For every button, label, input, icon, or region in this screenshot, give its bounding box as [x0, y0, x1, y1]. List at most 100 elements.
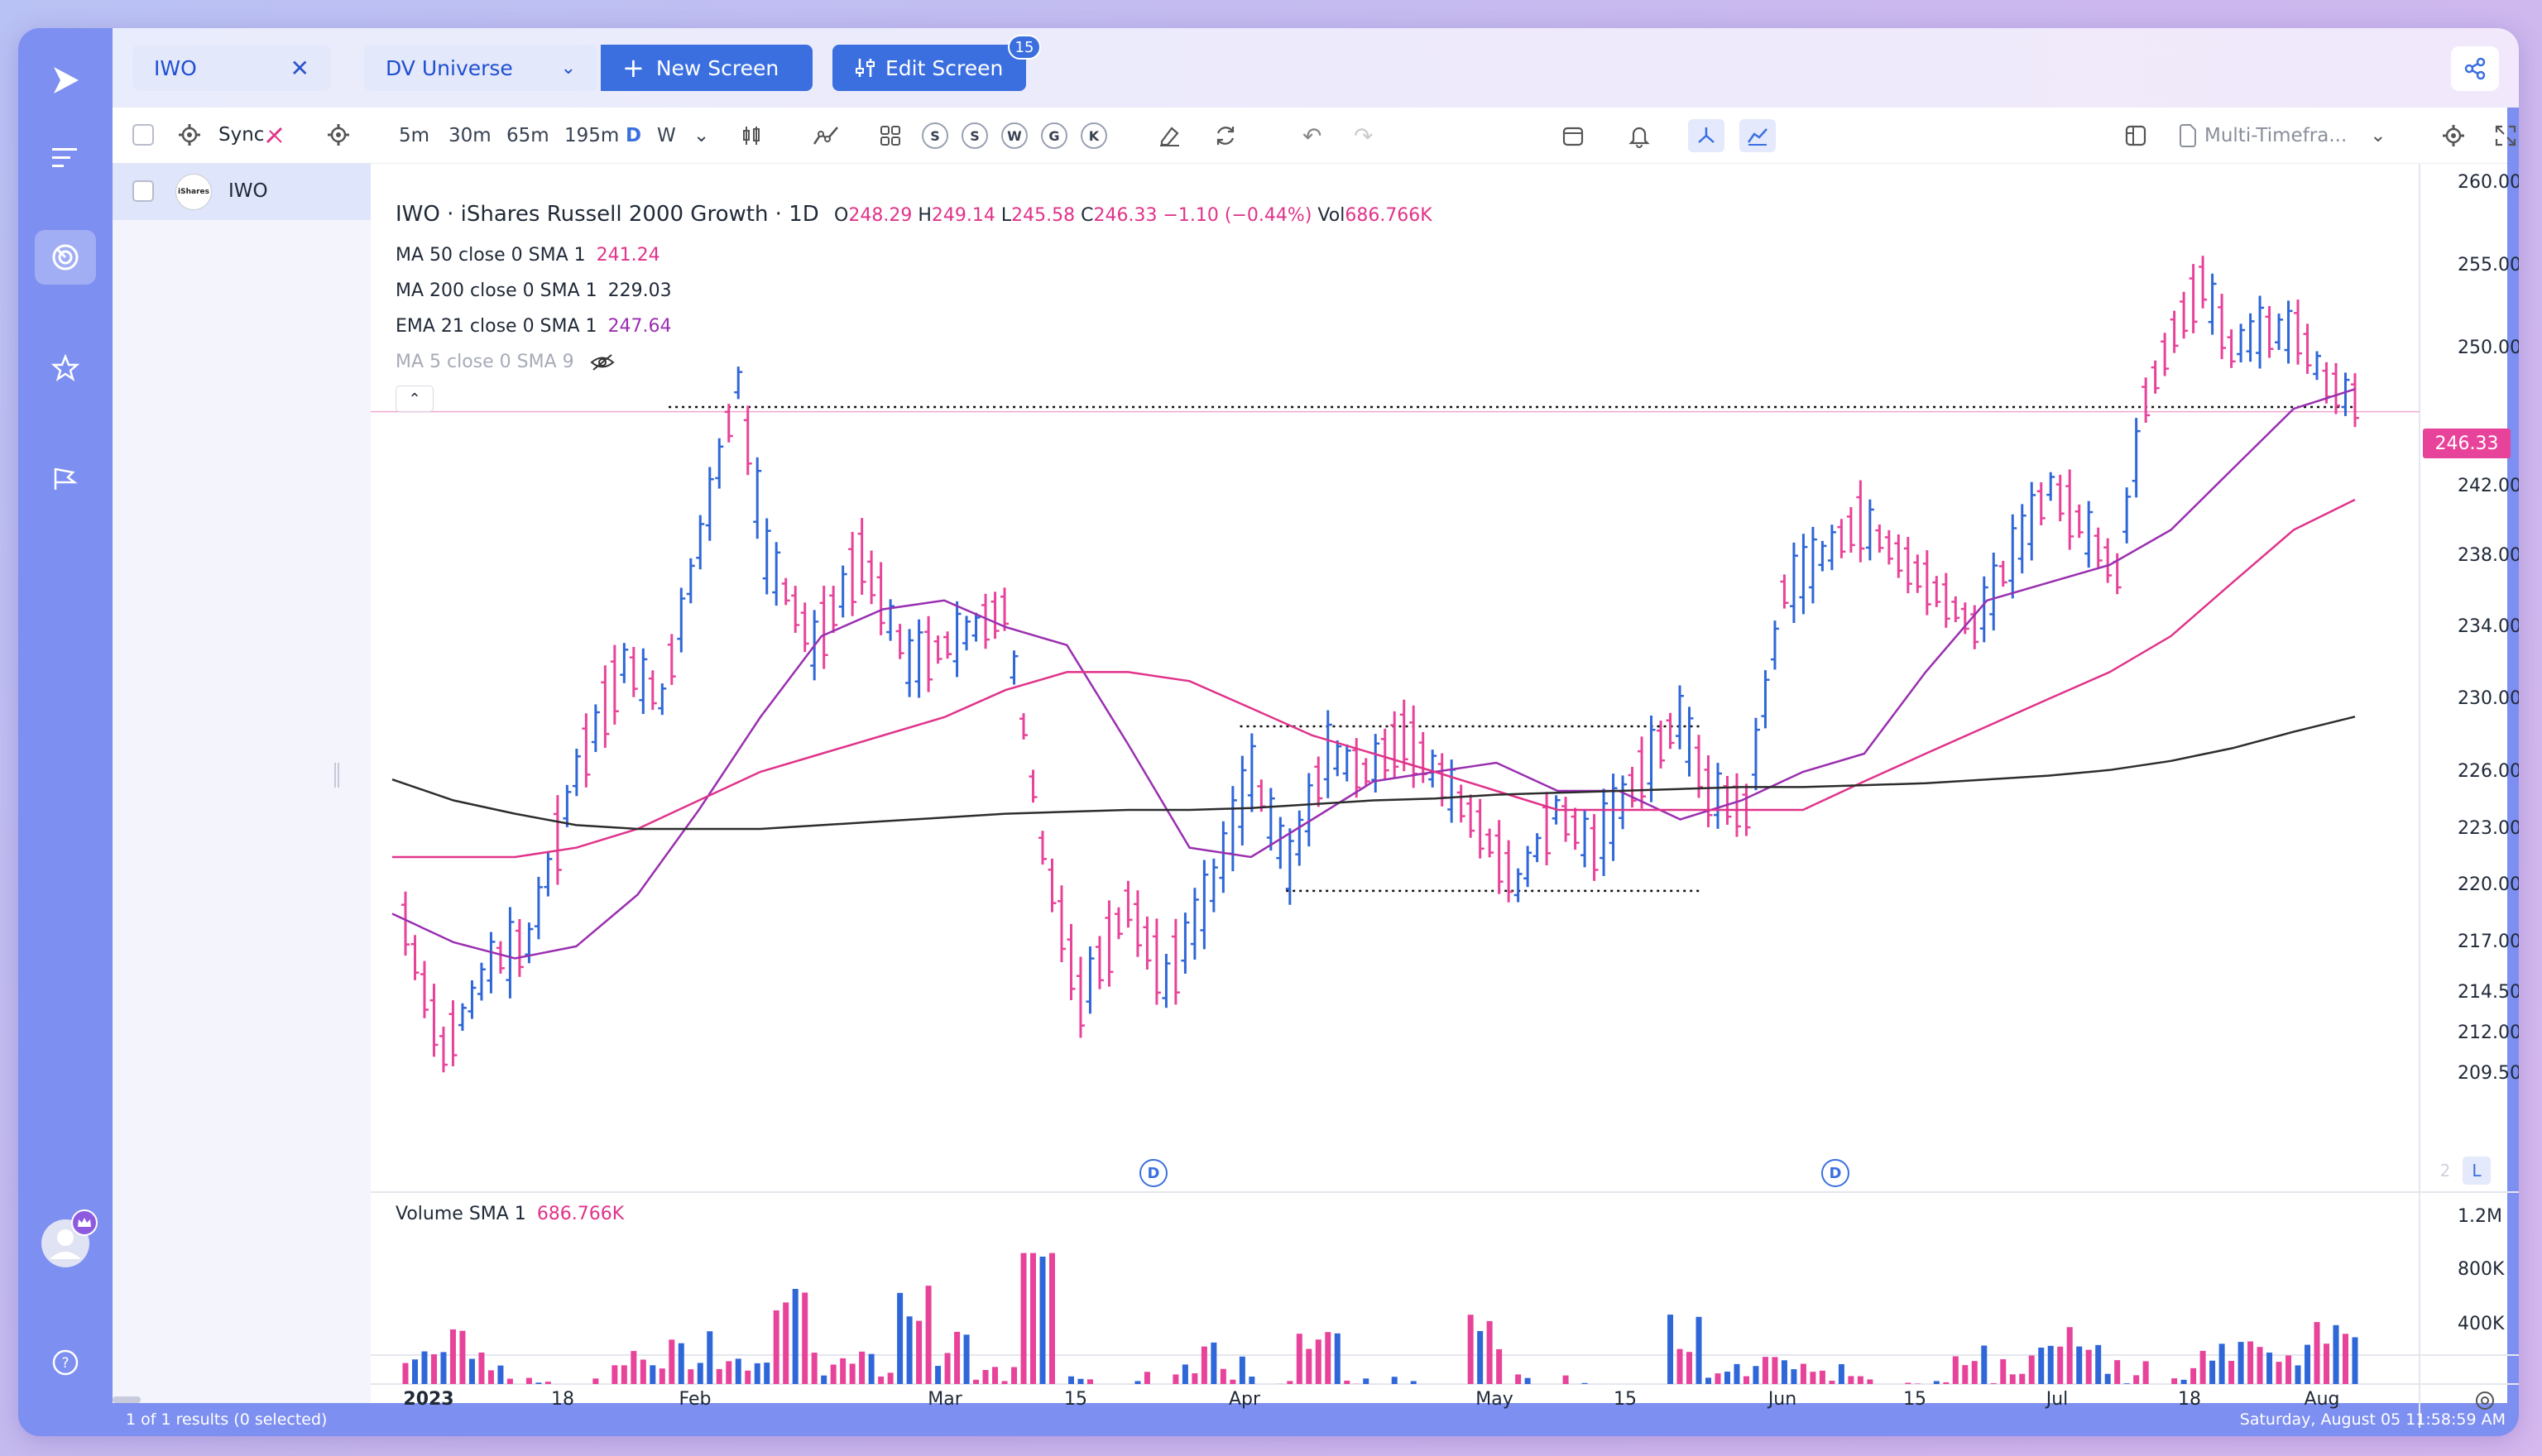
fullscreen-icon[interactable] [2494, 119, 2517, 152]
marker-k[interactable]: K [1081, 122, 1107, 149]
price-bar [848, 531, 857, 616]
log-scale-button[interactable]: L [2463, 1157, 2491, 1185]
layout-label: Multi-Timefra... [2204, 125, 2348, 146]
ohlc-readout: O248.29 H249.14 L245.58 C246.33 −1.10 (−… [834, 205, 1432, 226]
layout-select[interactable]: Multi-Timefra... ⌄ [2178, 119, 2386, 152]
dividend-marker[interactable]: D [1821, 1159, 1849, 1187]
row-checkbox[interactable] [132, 180, 154, 202]
interval-195m[interactable]: 195m [564, 125, 620, 146]
time-settings-icon[interactable] [2472, 1388, 2497, 1413]
hidden-eye-icon[interactable] [590, 353, 615, 371]
gear-icon[interactable] [177, 122, 202, 147]
volume-bar [2295, 1365, 2301, 1384]
price-tick-label: 242.00 [2458, 476, 2519, 496]
ma200-legend[interactable]: MA 200 close 0 SMA 1 229.03 [396, 280, 672, 301]
time-axis[interactable]: 2023 18 Feb Mar 15 Apr May 15 Jun 15 Jul 18 Aug [371, 1384, 2420, 1417]
calendar-icon[interactable] [1561, 119, 1585, 152]
price-bar [2084, 500, 2094, 568]
volume-bar [1848, 1376, 1854, 1384]
refresh-icon[interactable] [1213, 119, 1238, 152]
interval-w[interactable]: W [657, 125, 676, 146]
close-icon[interactable]: ✕ [290, 54, 309, 82]
scrollbar-thumb[interactable] [113, 1396, 141, 1403]
undo-icon[interactable]: ↶ [1302, 122, 1322, 150]
price-bar [762, 518, 771, 595]
price-axis[interactable]: 260.00 255.00 250.00 242.00 238.00 234.00 230.… [2420, 164, 2519, 1136]
marker-w[interactable]: W [1001, 122, 1028, 149]
price-bar [819, 585, 828, 669]
price-chart[interactable] [371, 164, 2519, 1428]
marker-s2[interactable]: S [962, 122, 988, 149]
ma50-legend[interactable]: MA 50 close 0 SMA 1 241.24 [396, 245, 660, 266]
price-bar [1152, 918, 1161, 1005]
interval-5m[interactable]: 5m [399, 125, 430, 146]
new-screen-button[interactable]: + New Screen [601, 45, 813, 91]
ma50-line[interactable] [392, 498, 2356, 859]
price-bar [1029, 769, 1038, 803]
time-tick-label: Jul [2046, 1389, 2069, 1410]
marker-s1[interactable]: S [922, 122, 948, 149]
interval-dropdown-icon[interactable]: ⌄ [693, 125, 710, 146]
layout-icon[interactable] [2123, 119, 2148, 152]
dividend-marker[interactable]: D [1139, 1159, 1168, 1187]
sync-label[interactable]: Sync [218, 124, 265, 146]
edit-screen-button[interactable]: Edit Screen 15 [832, 35, 1041, 91]
chart-settings-icon[interactable] [2441, 119, 2466, 152]
crosshair-tool-icon[interactable] [1688, 119, 1724, 152]
price-bar [1561, 797, 1571, 842]
price-bar [2151, 360, 2160, 394]
volume-bar [1562, 1375, 1569, 1384]
ema21-legend[interactable]: EMA 21 close 0 SMA 1 247.64 [396, 316, 672, 337]
price-bar [914, 619, 923, 698]
volume-bar [1001, 1381, 1008, 1384]
auto-scale-button[interactable]: 2 [2439, 1161, 2451, 1181]
templates-icon[interactable] [879, 119, 902, 152]
eraser-icon[interactable] [1157, 119, 1182, 152]
screener-radar-icon[interactable] [35, 230, 96, 285]
bell-icon[interactable] [1627, 119, 1652, 152]
symbol-tab[interactable]: IWO ✕ [132, 45, 331, 91]
menu-icon[interactable] [35, 131, 96, 185]
volume-bar [1724, 1372, 1730, 1384]
help-icon[interactable]: ? [35, 1335, 96, 1390]
indicators-icon[interactable] [813, 119, 841, 152]
user-avatar[interactable] [35, 1209, 98, 1271]
ema21-label: EMA 21 close 0 SMA 1 [396, 316, 597, 337]
price-bar [905, 629, 914, 697]
chevron-down-icon: ⌄ [560, 57, 576, 79]
universe-select[interactable]: DV Universe ⌄ [364, 45, 597, 91]
ma5-legend[interactable]: MA 5 close 0 SMA 9 [396, 352, 615, 372]
volume-bar [2076, 1346, 2083, 1384]
panel-resize-handle[interactable] [334, 763, 339, 788]
price-bar [1666, 712, 1675, 750]
compare-chart-icon[interactable] [1739, 119, 1776, 152]
ema21-line[interactable] [391, 388, 2356, 960]
price-bar [1903, 536, 1912, 594]
watchlist-star-icon[interactable] [35, 341, 96, 395]
result-row[interactable]: iShares IWO [113, 164, 371, 220]
interval-d[interactable]: D [626, 125, 642, 146]
settings-icon[interactable] [326, 122, 351, 147]
volume-bar [440, 1352, 447, 1384]
price-bar [544, 851, 553, 897]
price-bar [1837, 519, 1846, 558]
status-bar: 1 of 1 results (0 selected) Saturday, Au… [113, 1403, 2519, 1436]
select-all-checkbox[interactable] [132, 124, 154, 146]
price-bar [667, 634, 676, 685]
marker-g[interactable]: G [1041, 122, 1067, 149]
interval-30m[interactable]: 30m [448, 125, 492, 146]
interval-65m[interactable]: 65m [506, 125, 549, 146]
redo-icon[interactable]: ↷ [1354, 122, 1374, 150]
collapse-legend-button[interactable]: ⌃ [396, 386, 434, 412]
price-bar [734, 366, 743, 400]
share-button[interactable] [2451, 46, 2499, 91]
price-bar [2246, 313, 2255, 362]
volume-bar [621, 1365, 627, 1384]
price-bar [2189, 264, 2198, 333]
alerts-flag-icon[interactable] [35, 452, 96, 506]
price-bar [2351, 373, 2359, 428]
ma200-line[interactable] [391, 716, 2356, 831]
logo-icon[interactable] [35, 53, 96, 108]
volume-bar [650, 1365, 656, 1384]
bar-style-icon[interactable] [740, 119, 763, 152]
